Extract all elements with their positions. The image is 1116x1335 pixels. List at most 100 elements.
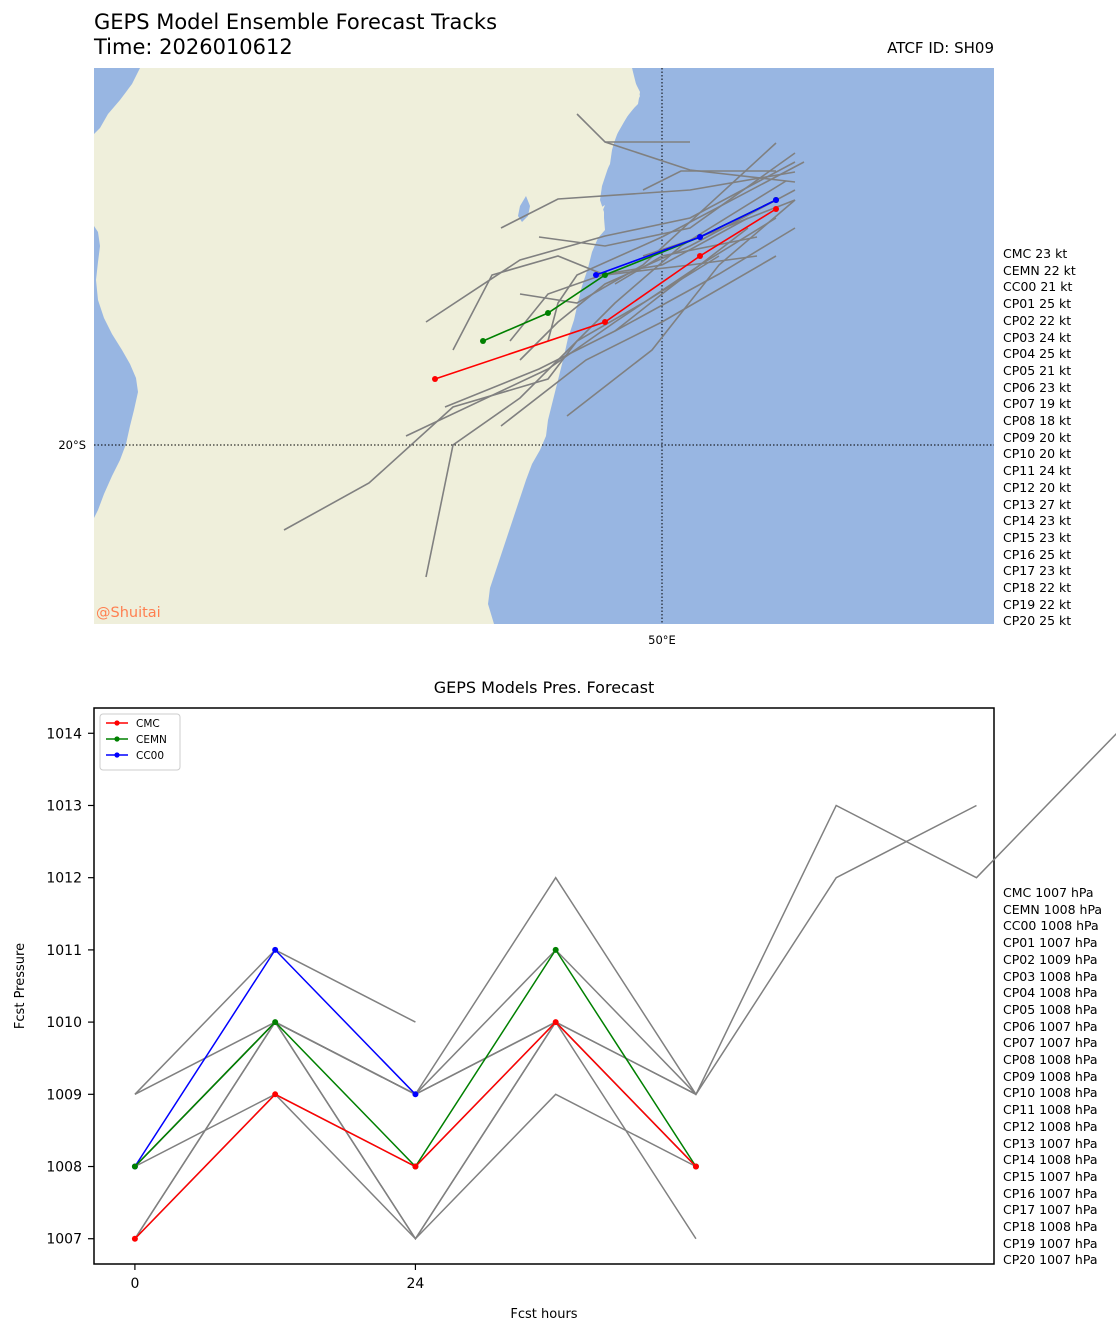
series-point-cc00 — [412, 1091, 419, 1098]
lon-label: 50°E — [648, 633, 676, 647]
x-tick-label: 0 — [130, 1276, 139, 1292]
member-track — [425, 255, 720, 578]
pressure-item: CP07 1007 hPa — [1003, 1035, 1098, 1051]
wind-speed-item: CP08 18 kt — [1003, 413, 1072, 429]
cc00-track — [593, 197, 779, 278]
member-track — [614, 227, 749, 332]
wind-speed-item: CP10 20 kt — [1003, 446, 1072, 462]
track-map: @Shuitai 20°S 50°E — [58, 68, 994, 647]
member-line — [134, 804, 977, 1168]
wind-speed-item: CP16 25 kt — [1003, 546, 1072, 562]
wind-speed-item: CP04 25 kt — [1003, 346, 1072, 362]
wind-speed-item: CP18 22 kt — [1003, 580, 1072, 596]
pressure-item: CP04 1008 hPa — [1003, 985, 1098, 1001]
pressure-item: CP12 1008 hPa — [1003, 1118, 1098, 1134]
wind-speed-item: CP20 25 kt — [1003, 613, 1072, 629]
land-mass — [474, 68, 640, 624]
lat-label: 20°S — [58, 438, 86, 452]
legend-label: CC00 — [136, 750, 164, 762]
pressure-item: CP01 1007 hPa — [1003, 935, 1098, 951]
series-line-cemn — [134, 948, 697, 1168]
pressure-item: CP06 1007 hPa — [1003, 1018, 1098, 1034]
pressure-item: CP02 1009 hPa — [1003, 951, 1098, 967]
series-point-cmc — [272, 1091, 279, 1098]
pressure-item: CP13 1007 hPa — [1003, 1135, 1098, 1151]
series-point-cemn — [272, 1019, 279, 1026]
member-track — [538, 152, 796, 247]
series-line-cmc — [134, 1021, 697, 1240]
y-tick-label: 1013 — [46, 798, 82, 814]
wind-speed-item: CEMN 22 kt — [1003, 262, 1076, 278]
wind-speed-item: CC00 21 kt — [1003, 279, 1073, 295]
wind-speed-list: CMC 23 kt CEMN 22 kt CC00 21 kt CP01 25 kt C… — [1003, 246, 1076, 630]
wind-speed-item: CP17 23 kt — [1003, 563, 1072, 579]
y-tick-label: 1007 — [46, 1232, 82, 1248]
map-title: GEPS Model Ensemble Forecast Tracks — [94, 10, 498, 34]
pressure-item: CP19 1007 hPa — [1003, 1235, 1098, 1251]
member-track — [500, 255, 777, 427]
y-tick-label: 1008 — [46, 1160, 82, 1176]
island — [650, 140, 660, 154]
member-track — [642, 170, 776, 191]
pressure-item: CC00 1008 hPa — [1003, 918, 1099, 934]
legend-marker — [114, 720, 120, 726]
member-line — [134, 1021, 697, 1096]
y-tick-label: 1010 — [46, 1015, 82, 1031]
y-tick-label: 1012 — [46, 871, 82, 887]
pressure-item: CP14 1008 hPa — [1003, 1152, 1098, 1168]
x-axis-label: Fcst hours — [510, 1307, 577, 1322]
member-line — [134, 1020, 697, 1240]
west-ocean — [94, 68, 140, 134]
series-line-cc00 — [134, 948, 416, 1167]
pressure-item: CP15 1007 hPa — [1003, 1168, 1098, 1184]
member-track — [519, 142, 777, 304]
plot-frame — [93, 707, 995, 1265]
wind-speed-item: CP03 24 kt — [1003, 329, 1072, 345]
map-time: Time: 2026010612 — [94, 35, 293, 59]
wind-speed-item: CP19 22 kt — [1003, 596, 1072, 612]
pressure-list: CMC 1007 hPa CEMN 1008 hPa CC00 1008 hPa CP… — [1003, 885, 1102, 1269]
member-line — [134, 1020, 697, 1241]
member-track — [566, 199, 796, 417]
y-tick-label: 1014 — [46, 726, 82, 742]
series-point-cc00 — [272, 946, 279, 953]
wind-speed-item: CP02 22 kt — [1003, 312, 1072, 328]
wind-speed-item: CMC 23 kt — [1003, 246, 1068, 261]
pressure-item: CP03 1008 hPa — [1003, 968, 1098, 984]
legend-label: CMC — [136, 718, 160, 730]
cmc-track — [432, 206, 779, 382]
wind-speed-item: CP07 19 kt — [1003, 396, 1072, 412]
wind-speed-item: CP01 25 kt — [1003, 296, 1072, 312]
y-tick-label: 1009 — [46, 1087, 82, 1103]
wind-speed-item: CP14 23 kt — [1003, 513, 1072, 529]
wind-speed-item: CP09 20 kt — [1003, 429, 1072, 445]
legend-marker — [114, 752, 120, 758]
atcf-id: ATCF ID: SH09 — [887, 39, 994, 57]
member-line — [134, 1021, 697, 1240]
wind-speed-item: CP05 21 kt — [1003, 362, 1072, 378]
y-axis-label: Fcst Pressure — [13, 943, 28, 1029]
legend-label: CEMN — [136, 734, 167, 746]
member-track — [547, 161, 805, 342]
chart-title: GEPS Models Pres. Forecast — [434, 678, 655, 697]
member-track — [500, 171, 796, 229]
land-fill — [94, 68, 474, 624]
member-line — [134, 1020, 697, 1240]
legend-box — [99, 713, 181, 771]
pressure-item: CP09 1008 hPa — [1003, 1068, 1098, 1084]
member-line — [134, 948, 697, 1168]
series-point-cemn — [552, 946, 559, 953]
series-point-cemn — [131, 1163, 138, 1170]
pressure-item: CP17 1007 hPa — [1003, 1202, 1098, 1218]
series-point-cmc — [131, 1235, 138, 1242]
pressure-item: CP18 1008 hPa — [1003, 1219, 1098, 1235]
pressure-item: CP11 1008 hPa — [1003, 1102, 1098, 1118]
pressure-item: CMC 1007 hPa — [1003, 885, 1094, 900]
member-tracks — [283, 113, 805, 578]
y-tick-label: 1011 — [46, 943, 82, 959]
series-point-cmc — [552, 1019, 559, 1026]
pressure-item: CP05 1008 hPa — [1003, 1001, 1098, 1017]
member-track — [283, 180, 787, 531]
pressure-item: CEMN 1008 hPa — [1003, 901, 1103, 917]
